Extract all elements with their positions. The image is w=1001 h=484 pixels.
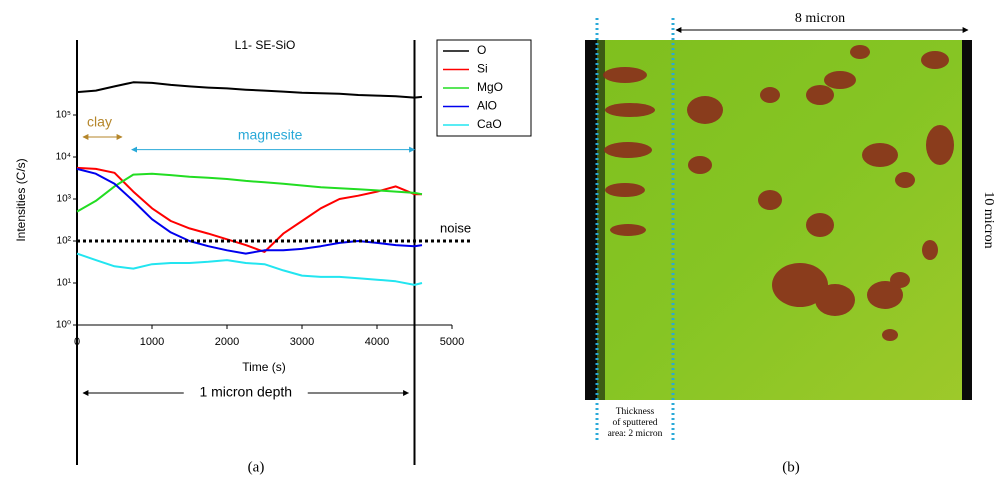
span-label: magnesite — [238, 126, 303, 142]
series-line — [76, 167, 423, 255]
series-line — [76, 81, 423, 99]
x-tick-label: 4000 — [365, 336, 389, 348]
panel-label: (b) — [782, 459, 800, 475]
series-line — [76, 172, 423, 213]
legend-label: MgO — [477, 80, 503, 94]
y-tick-label: 10⁰ — [56, 320, 71, 331]
y-tick-label: 10³ — [57, 194, 72, 205]
x-tick-label: 2000 — [215, 336, 239, 348]
note-line: of sputtered — [612, 417, 657, 428]
right-label: 10 micron — [981, 191, 996, 248]
y-tick-label: 10⁵ — [56, 110, 71, 121]
series-line — [76, 252, 423, 286]
top-label: 8 micron — [795, 11, 845, 26]
y-tick-label: 10⁴ — [56, 152, 71, 163]
x-axis-label: Time (s) — [242, 360, 286, 374]
chart-title: L1- SE-SiO — [235, 38, 296, 52]
note-line: area: 2 micron — [608, 429, 663, 439]
depth-label: 1 micron depth — [199, 384, 292, 400]
micrograph — [585, 18, 972, 442]
legend-label: CaO — [477, 117, 502, 131]
x-tick-label: 1000 — [140, 336, 164, 348]
y-tick-label: 10² — [57, 236, 72, 247]
y-tick-label: 10¹ — [57, 278, 72, 289]
noise-label: noise — [440, 220, 471, 235]
y-axis-label: Intensities (C/s) — [14, 158, 28, 241]
label-bg — [183, 384, 308, 402]
panel-label: (a) — [248, 459, 265, 475]
x-tick-label: 5000 — [440, 336, 464, 348]
x-tick-label: 3000 — [290, 336, 314, 348]
series-line — [76, 166, 422, 253]
span-label: clay — [87, 114, 112, 130]
legend-label: Si — [477, 62, 488, 76]
legend-label: AlO — [477, 99, 497, 113]
legend-label: O — [477, 43, 486, 57]
note-line: Thickness — [616, 407, 655, 417]
